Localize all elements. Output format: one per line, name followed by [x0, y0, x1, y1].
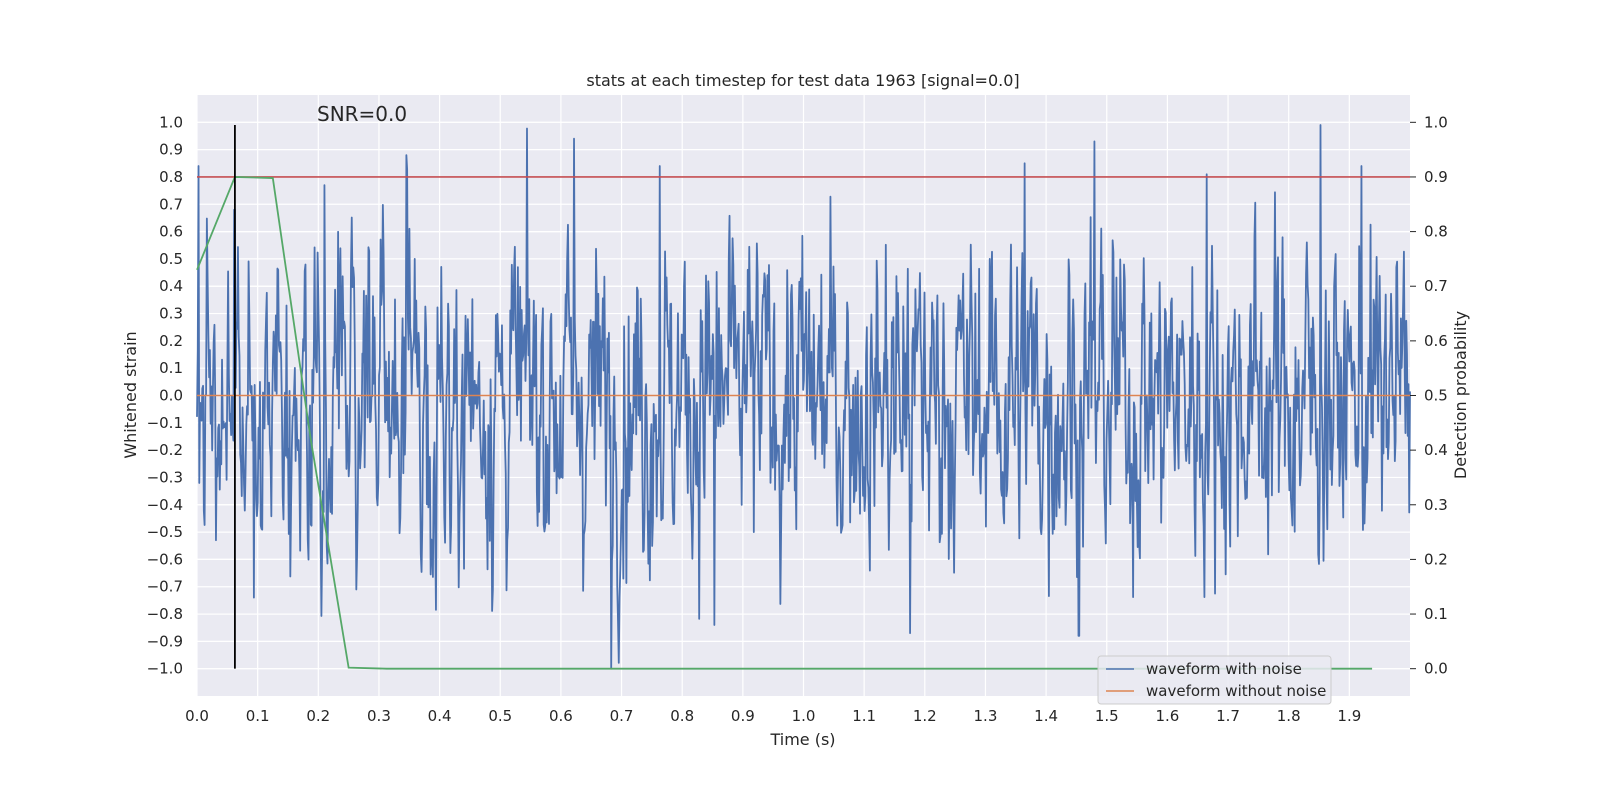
y-tick-label: −0.9 [147, 632, 183, 650]
series-waveform-with-noise [196, 124, 1411, 670]
x-tick-label: 1.7 [1216, 707, 1240, 725]
line-detection-probability [196, 176, 1373, 670]
x-tick-label: 1.9 [1337, 707, 1361, 725]
y-tick-label: 0.9 [159, 141, 183, 159]
y2-axis-ticks: 0.0 0.1 0.2 0.3 0.4 0.5 0.6 0.7 0.8 0.9 1.0 [1410, 113, 1448, 678]
x-tick-label: 0.8 [670, 707, 694, 725]
x-tick-label: 0.1 [246, 707, 270, 725]
y2-tick-label: 0.3 [1424, 496, 1448, 514]
y-tick-label: 0.3 [159, 305, 183, 323]
x-tick-label: 1.6 [1155, 707, 1179, 725]
y-tick-label: −0.7 [147, 578, 183, 596]
series-detection-probability [196, 176, 1373, 670]
y2-tick-label: 0.7 [1424, 277, 1448, 295]
y2-tick-label: 0.8 [1424, 223, 1448, 241]
y-tick-label: 0.1 [159, 359, 183, 377]
x-tick-label: 1.2 [913, 707, 937, 725]
x-tick-label: 1.8 [1277, 707, 1301, 725]
y-tick-label: 0.0 [159, 387, 183, 405]
y-tick-label: 0.5 [159, 250, 183, 268]
y-tick-label: −0.3 [147, 468, 183, 486]
y-tick-label: −1.0 [147, 660, 183, 678]
legend-label-clean: waveform without noise [1146, 682, 1326, 700]
y-tick-label: 0.8 [159, 168, 183, 186]
y2-tick-label: 0.1 [1424, 605, 1448, 623]
line-waveform-with-noise [196, 124, 1411, 670]
x-tick-label: 1.5 [1095, 707, 1119, 725]
x-tick-label: 0.3 [367, 707, 391, 725]
x-tick-label: 0.0 [185, 707, 209, 725]
x-tick-label: 1.1 [852, 707, 876, 725]
y-tick-label: 0.6 [159, 223, 183, 241]
x-tick-label: 1.0 [792, 707, 816, 725]
y2-axis-label: Detection probability [1451, 311, 1470, 479]
x-axis-ticks: 0.0 0.1 0.2 0.3 0.4 0.5 0.6 0.7 0.8 0.9 1.0 1.1 1.2 1… [185, 707, 1361, 725]
x-tick-label: 1.4 [1034, 707, 1058, 725]
y-tick-label: 0.4 [159, 277, 183, 295]
y-tick-label: −0.6 [147, 550, 183, 568]
y2-tick-label: 0.6 [1424, 332, 1448, 350]
x-tick-label: 0.4 [428, 707, 452, 725]
legend-box [1097, 655, 1332, 705]
x-tick-label: 0.7 [610, 707, 634, 725]
x-tick-label: 0.6 [549, 707, 573, 725]
y-tick-label: 0.2 [159, 332, 183, 350]
y-tick-label: −0.1 [147, 414, 183, 432]
y2-tick-label: 1.0 [1424, 113, 1448, 131]
legend-label-noisy: waveform with noise [1146, 660, 1302, 678]
y-axis-label: Whitened strain [121, 331, 140, 458]
chart-title: stats at each timestep for test data 196… [586, 71, 1019, 90]
snr-annotation: SNR=0.0 [317, 102, 407, 126]
x-tick-label: 0.5 [488, 707, 512, 725]
y-axis-ticks: −1.0 −0.9 −0.8 −0.7 −0.6 −0.5 −0.4 −0.3 −0.2 −0.1… [147, 113, 183, 677]
y-tick-label: 0.7 [159, 195, 183, 213]
legend: waveform with noise waveform without noi… [1097, 655, 1332, 705]
x-tick-label: 1.3 [974, 707, 998, 725]
y2-tick-label: 0.0 [1424, 660, 1448, 678]
y-tick-label: −0.2 [147, 441, 183, 459]
y-tick-label: −0.4 [147, 496, 183, 514]
y2-tick-label: 0.4 [1424, 441, 1448, 459]
y2-tick-label: 0.9 [1424, 168, 1448, 186]
x-axis-label: Time (s) [769, 730, 835, 749]
y2-tick-label: 0.5 [1424, 387, 1448, 405]
y-tick-label: 1.0 [159, 113, 183, 131]
x-tick-label: 0.9 [731, 707, 755, 725]
x-tick-label: 0.2 [306, 707, 330, 725]
y2-tick-label: 0.2 [1424, 550, 1448, 568]
y-tick-label: −0.5 [147, 523, 183, 541]
y-tick-label: −0.8 [147, 605, 183, 623]
